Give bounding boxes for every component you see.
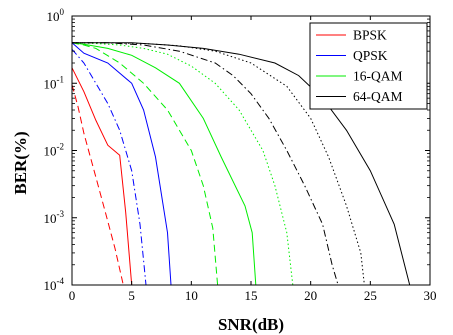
- y-tick-base: 10: [44, 211, 57, 226]
- y-tick-base: 10: [47, 9, 60, 24]
- series-line-16-qam-dashed-5: [71, 42, 219, 286]
- x-tick-label: 0: [69, 288, 76, 303]
- series-layer: [71, 42, 411, 286]
- legend-box: [309, 22, 428, 110]
- y-tick-base: 10: [44, 76, 57, 91]
- series-line-64-qam-solid-7: [72, 42, 411, 286]
- y-tick-label: 10-3: [44, 209, 65, 226]
- x-tick-label: 15: [245, 288, 258, 303]
- x-tick-label: 30: [424, 288, 437, 303]
- y-tick-label: 100: [47, 7, 65, 24]
- legend-label-qpsk: QPSK: [353, 48, 388, 63]
- series-line-bpsk-dashed-1: [71, 84, 124, 286]
- y-tick-exponent: -1: [57, 74, 65, 84]
- y-tick-label: 10-4: [44, 276, 65, 293]
- series-line-16-qam-dotted-6: [71, 42, 294, 286]
- series-line-qpsk-solid-2: [71, 42, 172, 286]
- y-tick-exponent: -3: [57, 209, 65, 219]
- y-tick-base: 10: [44, 144, 57, 159]
- x-axis-title: SNR(dB): [218, 315, 284, 334]
- y-axis-title: BER(%): [11, 131, 30, 194]
- legend-label-bpsk: BPSK: [353, 28, 387, 43]
- x-tick-label: 20: [304, 288, 317, 303]
- series-line-64-qam-dashdot-9: [72, 42, 339, 286]
- y-tick-exponent: -4: [57, 276, 65, 286]
- y-tick-base: 10: [44, 278, 57, 293]
- legend-label-16-qam: 16-QAM: [353, 69, 403, 84]
- series-line-bpsk-solid-0: [71, 67, 133, 286]
- legend-label-64-qam: 64-QAM: [353, 89, 403, 104]
- y-tick-label: 10-2: [44, 142, 65, 159]
- y-tick-label: 10-1: [44, 74, 65, 91]
- x-tick-label: 10: [185, 288, 198, 303]
- x-tick-label: 5: [128, 288, 135, 303]
- x-tick-label: 25: [364, 288, 377, 303]
- y-tick-exponent: 0: [60, 7, 65, 17]
- series-line-16-qam-solid-4: [71, 42, 257, 286]
- legend: BPSK QPSK 16-QAM 64-QAM: [309, 22, 428, 110]
- y-tick-exponent: -2: [57, 142, 65, 152]
